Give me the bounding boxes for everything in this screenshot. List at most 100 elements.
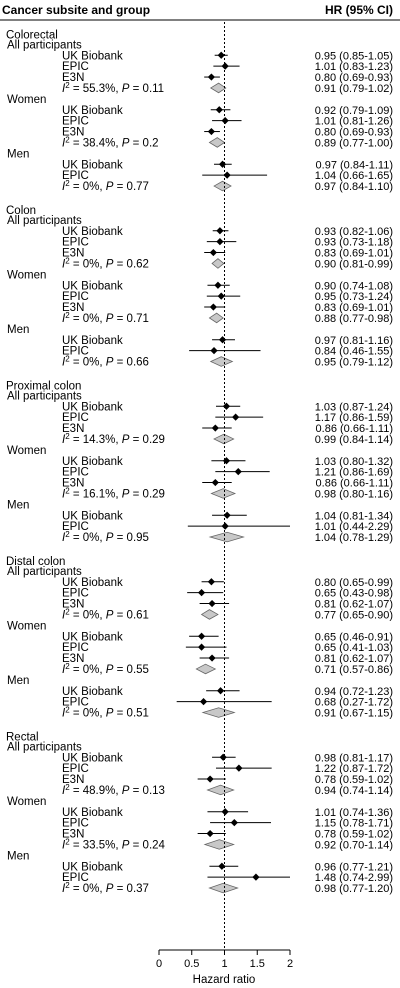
group-label: Women [7, 445, 46, 457]
group-label: Men [7, 850, 29, 862]
hr-ci-value: 0.92 (0.79-1.09) [315, 105, 393, 117]
study-label: UK Biobank [62, 105, 123, 117]
study-label: UK Biobank [62, 456, 123, 468]
hr-ci-value: 1.01 (0.83-1.23) [315, 61, 393, 73]
hr-ci-value: 0.81 (0.62-1.07) [315, 599, 393, 611]
point-estimate [232, 413, 240, 421]
subsite-label: Distal colon [6, 556, 65, 568]
point-estimate [252, 873, 260, 881]
hr-ci-value: 0.84 (0.46-1.55) [315, 346, 393, 358]
hr-ci-value: 1.01 (0.44-2.29) [315, 521, 393, 533]
point-estimate [207, 127, 215, 136]
point-estimate [211, 424, 219, 432]
group-label: All participants [7, 215, 82, 227]
study-label: E3N [62, 127, 84, 139]
heterogeneity-label: I2 = 0%, P = 0.66 [62, 355, 149, 369]
heterogeneity-label: I2 = 0%, P = 0.77 [62, 179, 149, 193]
group-label: Men [7, 499, 29, 511]
point-estimate [197, 589, 206, 597]
hr-ci-value: 1.03 (0.80-1.32) [315, 456, 393, 468]
header-right: HR (95% CI) [325, 3, 393, 17]
study-label: E3N [62, 423, 84, 435]
heterogeneity-label: I2 = 33.5%, P = 0.24 [62, 837, 166, 851]
study-label: EPIC [62, 116, 89, 128]
hr-ci-value: 0.80 (0.69-0.93) [315, 72, 393, 84]
point-estimate [217, 292, 225, 300]
study-label: EPIC [62, 872, 89, 884]
hr-ci-value: 0.97 (0.84-1.11) [316, 159, 393, 171]
study-label: E3N [62, 302, 84, 314]
pooled-diamond [208, 531, 245, 543]
header-left: Cancer subsite and group [2, 3, 150, 17]
point-estimate [208, 654, 216, 662]
group-label: Men [7, 675, 29, 687]
hr-ci-value: 0.98 (0.81-1.17) [315, 752, 393, 764]
hr-ci-value: 0.80 (0.69-0.93) [315, 127, 393, 139]
point-estimate [217, 51, 225, 59]
study-label: EPIC [62, 763, 89, 775]
study-label: EPIC [62, 61, 89, 73]
pooled-diamond [206, 784, 235, 796]
hr-ci-value: 1.01 (0.81-1.26) [315, 116, 393, 128]
pooled-diamond [213, 433, 235, 445]
group-label: All participants [7, 566, 82, 578]
point-estimate [208, 599, 216, 608]
hr-ci-value: 0.78 (0.59-1.02) [315, 774, 393, 786]
point-estimate [216, 687, 225, 695]
hr-ci-value: 0.97 (0.81-1.16) [315, 335, 393, 347]
x-tick-label: 2 [287, 958, 293, 970]
pooled-diamond [210, 488, 237, 499]
pooled-hr-ci-value: 0.98 (0.77-1.20) [315, 883, 393, 895]
study-label: EPIC [62, 697, 89, 709]
heterogeneity-label: I2 = 0%, P = 0.62 [62, 256, 149, 270]
hr-ci-value: 0.93 (0.73-1.18) [315, 237, 393, 249]
point-estimate [209, 248, 217, 257]
pooled-diamond [213, 180, 232, 192]
study-label: EPIC [62, 588, 89, 600]
point-estimate [219, 753, 227, 761]
hr-ci-value: 0.68 (0.27-1.72) [315, 697, 393, 709]
subsite-label: Colorectal [6, 29, 58, 41]
point-estimate [222, 402, 231, 410]
group-label: All participants [7, 390, 82, 402]
point-estimate [223, 171, 231, 179]
hr-ci-value: 0.65 (0.46-0.91) [315, 631, 393, 643]
hr-ci-value: 1.48 (0.74-2.99) [315, 872, 393, 884]
study-label: E3N [62, 478, 84, 490]
subsite-label: Proximal colon [6, 380, 81, 392]
study-label: UK Biobank [62, 807, 123, 819]
pooled-diamond [203, 839, 235, 850]
hr-ci-value: 0.86 (0.66-1.11) [316, 478, 393, 490]
pooled-hr-ci-value: 0.89 (0.77-1.00) [315, 137, 393, 149]
study-label: EPIC [62, 237, 89, 249]
hr-ci-value: 0.83 (0.69-1.01) [315, 248, 393, 260]
pooled-hr-ci-value: 0.95 (0.79-1.12) [315, 357, 393, 369]
heterogeneity-label: I2 = 38.4%, P = 0.2 [62, 135, 159, 149]
point-estimate [206, 829, 214, 838]
study-label: E3N [62, 829, 84, 841]
hr-ci-value: 0.86 (0.66-1.11) [316, 423, 393, 435]
study-label: E3N [62, 72, 84, 84]
pooled-hr-ci-value: 0.99 (0.84-1.14) [315, 434, 393, 446]
study-label: UK Biobank [62, 159, 123, 171]
point-estimate [234, 468, 242, 476]
hr-ci-value: 1.22 (0.87-1.72) [315, 763, 393, 775]
point-estimate [235, 764, 243, 772]
study-label: EPIC [62, 642, 89, 654]
pooled-diamond [209, 82, 227, 94]
pooled-diamond [208, 137, 226, 148]
subsite-label: Rectal [6, 731, 39, 743]
hr-ci-value: 0.80 (0.65-0.99) [315, 577, 393, 589]
hr-ci-value: 1.01 (0.74-1.36) [315, 807, 393, 819]
point-estimate [218, 160, 227, 168]
study-label: UK Biobank [62, 335, 123, 347]
hr-ci-value: 0.90 (0.74-1.08) [315, 280, 393, 292]
study-label: EPIC [62, 291, 89, 303]
heterogeneity-label: I2 = 0%, P = 0.71 [62, 311, 149, 325]
study-label: UK Biobank [62, 510, 123, 522]
x-tick-label: 1 [221, 958, 227, 970]
point-estimate [221, 62, 229, 70]
pooled-diamond [200, 609, 219, 620]
point-estimate [218, 336, 227, 344]
study-label: UK Biobank [62, 861, 123, 873]
